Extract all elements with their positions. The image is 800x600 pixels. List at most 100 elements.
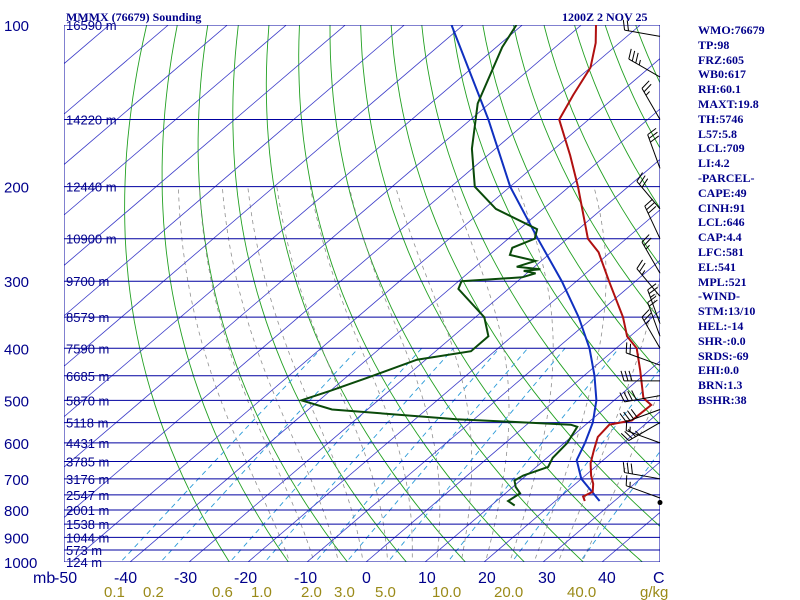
index-line: TP:98 [698, 37, 730, 52]
isotherm [64, 25, 169, 115]
mixing-ratio-tick: 10.0 [432, 584, 461, 600]
index-line: LFC:581 [698, 244, 744, 259]
height-label: 2001 m [66, 503, 109, 518]
barb-half-flag [645, 244, 650, 250]
height-label: 3176 m [66, 472, 109, 487]
barb-staff [626, 352, 661, 366]
pressure-label: 700 [4, 472, 29, 489]
index-line: LCL:709 [698, 141, 745, 156]
barb-flag [627, 429, 637, 437]
barb-staff [626, 409, 661, 423]
dry-adiabat [421, 25, 660, 477]
barb-flag [627, 410, 635, 420]
barb-flag [646, 202, 655, 211]
mixing-ratio-tick: 1.0 [251, 584, 272, 600]
wind-barb [620, 422, 661, 442]
barb-staff [624, 472, 661, 480]
barb-flag [623, 391, 629, 402]
moist-adiabat [533, 186, 607, 562]
moist-adiabat [276, 186, 389, 562]
height-label: 4431 m [66, 436, 109, 451]
barb-staff [628, 422, 661, 442]
mixing-ratio-line [387, 348, 566, 562]
mixing-ratio-tick: 0.2 [143, 584, 164, 600]
barb-flag [622, 19, 626, 31]
temperature-tick: -40 [114, 570, 137, 587]
isotherm [483, 411, 660, 562]
index-line: WB0:617 [698, 67, 746, 82]
barb-flag [641, 80, 650, 89]
temperature-tick: 40 [598, 570, 616, 587]
dry-adiabat [298, 25, 526, 562]
wind-barb [647, 128, 661, 169]
mixing-ratio-line [511, 368, 660, 562]
index-line: STM:13/10 [698, 304, 756, 319]
isotherm [365, 310, 660, 562]
mixing-ratio-tick: 3.0 [334, 584, 355, 600]
index-line: MAXT:19.8 [698, 96, 759, 111]
index-line: MPL:521 [698, 274, 747, 289]
height-label: 1044 m [66, 530, 109, 545]
wind-barb [636, 172, 661, 210]
barb-staff [644, 205, 661, 239]
barb-flag [619, 392, 625, 403]
pressure-label: 600 [4, 436, 29, 453]
isotherm [64, 25, 346, 266]
barb-staff [647, 134, 661, 169]
dry-adiabat [161, 25, 290, 562]
wind-barb [628, 48, 661, 78]
calm-wind-marker [657, 500, 663, 506]
wind-barbs [619, 19, 663, 506]
barb-staff [647, 289, 661, 324]
barb-staff [636, 268, 661, 297]
barb-flag [636, 259, 644, 269]
station-title: MMMX (76679) Sounding [66, 10, 201, 24]
moist-adiabat [247, 186, 364, 562]
barb-flag [623, 411, 631, 421]
barb-flag [628, 48, 632, 60]
dry-adiabat [451, 25, 660, 425]
index-line: FRZ:605 [698, 52, 744, 67]
moist-adiabat [557, 275, 660, 562]
wind-barb [625, 342, 661, 366]
wind-barb [644, 198, 661, 239]
barb-flag [636, 172, 644, 182]
barb-half-flag [645, 91, 650, 96]
isotherm [129, 108, 660, 562]
wind-barb [625, 475, 661, 499]
height-label: 573 m [66, 543, 102, 558]
barb-flag [647, 295, 657, 303]
sounding-profiles [298, 25, 653, 507]
barb-flag [620, 370, 625, 382]
isotherm [424, 360, 660, 562]
wind-barb [641, 234, 661, 274]
barb-half-flag [635, 430, 640, 435]
height-label: 12440 m [66, 180, 117, 195]
barb-half-flag [650, 293, 655, 298]
dry-adiabat [197, 25, 349, 562]
index-line: CAP:4.4 [698, 230, 742, 245]
index-line: CINH:91 [698, 200, 746, 215]
barb-flag [643, 237, 652, 246]
wind-barb [636, 259, 661, 297]
index-line: EL:541 [698, 259, 737, 274]
index-line: BSHR:38 [698, 392, 747, 407]
dry-adiabat [543, 25, 660, 266]
moist-adiabat [509, 186, 554, 562]
index-line: SRDS:-69 [698, 348, 749, 363]
index-line: SHR-:0.0 [698, 333, 746, 348]
isotherm [64, 25, 287, 216]
pressure-label: 900 [4, 530, 29, 547]
wind-barb [620, 370, 660, 382]
dry-adiabat [329, 25, 585, 562]
moist-adiabat [395, 186, 473, 562]
barb-flag [648, 131, 658, 139]
barb-flag [641, 309, 650, 318]
pressure-unit: mb [33, 570, 55, 587]
moist-adiabat [178, 186, 291, 562]
dry-adiabat [513, 25, 660, 321]
moist-adiabat [309, 186, 413, 562]
height-label: 9700 m [66, 274, 109, 289]
index-line: HEL:-14 [698, 318, 744, 333]
